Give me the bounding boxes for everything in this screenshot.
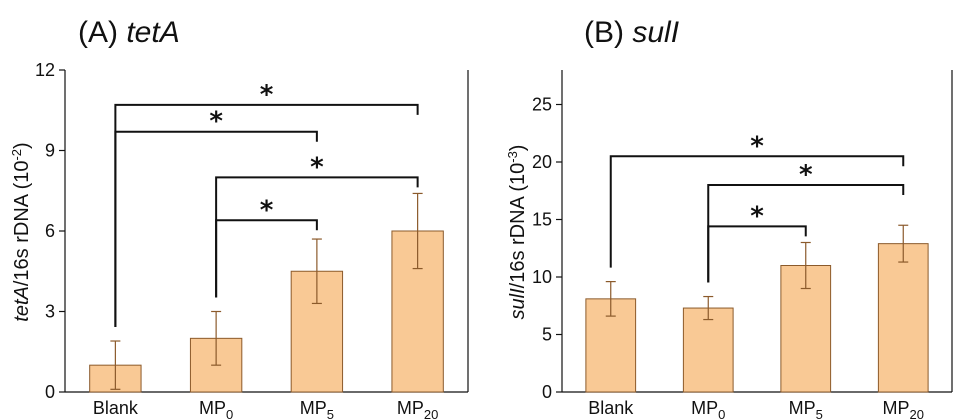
- panel-a-title: (A) tetA: [78, 16, 180, 49]
- panel-a-category-label: MP20: [397, 398, 438, 420]
- panel-b-bar: [682, 307, 734, 393]
- panel-b-y-tick-label: 10: [532, 267, 552, 287]
- panel-b-plot-area: 0 5 10 15 20 25 Blank MP0 MP5 MP20 * * *: [532, 70, 953, 420]
- panel-b-significance-bracket: [609, 155, 905, 268]
- panel-b-category-label: MP20: [883, 398, 924, 420]
- panel-b: (B) sulI sulI/16s rDNA (10-3) 0 5 10 15 20 25…: [505, 16, 953, 420]
- panel-a-significance-bracket: [215, 219, 318, 298]
- panel-b-title: (B) sulI: [584, 16, 679, 49]
- panel-a-significance-star: *: [310, 152, 324, 182]
- panel-b-y-tick-label: 5: [542, 325, 552, 345]
- panel-a-significance-star: *: [260, 195, 274, 225]
- panel-a-significance-star: *: [209, 107, 223, 137]
- panel-a-significance-star: *: [260, 80, 274, 110]
- panel-a-y-tick-label: 9: [45, 141, 55, 161]
- panel-b-category-label: Blank: [588, 398, 634, 418]
- panel-a-y-tick-label: 3: [45, 302, 55, 322]
- panel-b-y-tick-label: 15: [532, 210, 552, 230]
- panel-b-significance-star: *: [750, 131, 764, 161]
- panel-b-category-label: MP5: [789, 398, 823, 420]
- panel-b-y-tick-label: 20: [532, 152, 552, 172]
- panel-b-significance-bracket: [707, 225, 807, 283]
- panel-a-significance-bracket: [114, 130, 318, 328]
- panel-b-significance-star: *: [750, 201, 764, 231]
- panel-b-y-axis-label: sulI/16s rDNA (10-3): [505, 145, 530, 320]
- panel-b-category-label: MP0: [691, 398, 725, 420]
- panel-b-significance-star: *: [799, 160, 813, 190]
- panel-a-category-label: MP5: [300, 398, 334, 420]
- panel-a-category-label: MP0: [199, 398, 233, 420]
- panel-a-y-tick-label: 0: [45, 382, 55, 402]
- panel-a-category-label: Blank: [93, 398, 139, 418]
- panel-a-y-tick-label: 12: [35, 60, 55, 80]
- panel-b-y-tick-label: 25: [532, 95, 552, 115]
- panel-b-y-tick-label: 0: [542, 382, 552, 402]
- panel-a-plot-area: 0 3 6 9 12 Blank MP0 MP5 MP20 * * * *: [35, 60, 469, 420]
- panel-b-bar: [877, 243, 929, 393]
- panel-a: (A) tetA tetA/16s rDNA (10-2) 0 3 6 9 12 Blan…: [9, 16, 469, 420]
- panel-a-y-axis-label: tetA/16s rDNA (10-2): [9, 142, 34, 321]
- panel-a-y-tick-label: 6: [45, 221, 55, 241]
